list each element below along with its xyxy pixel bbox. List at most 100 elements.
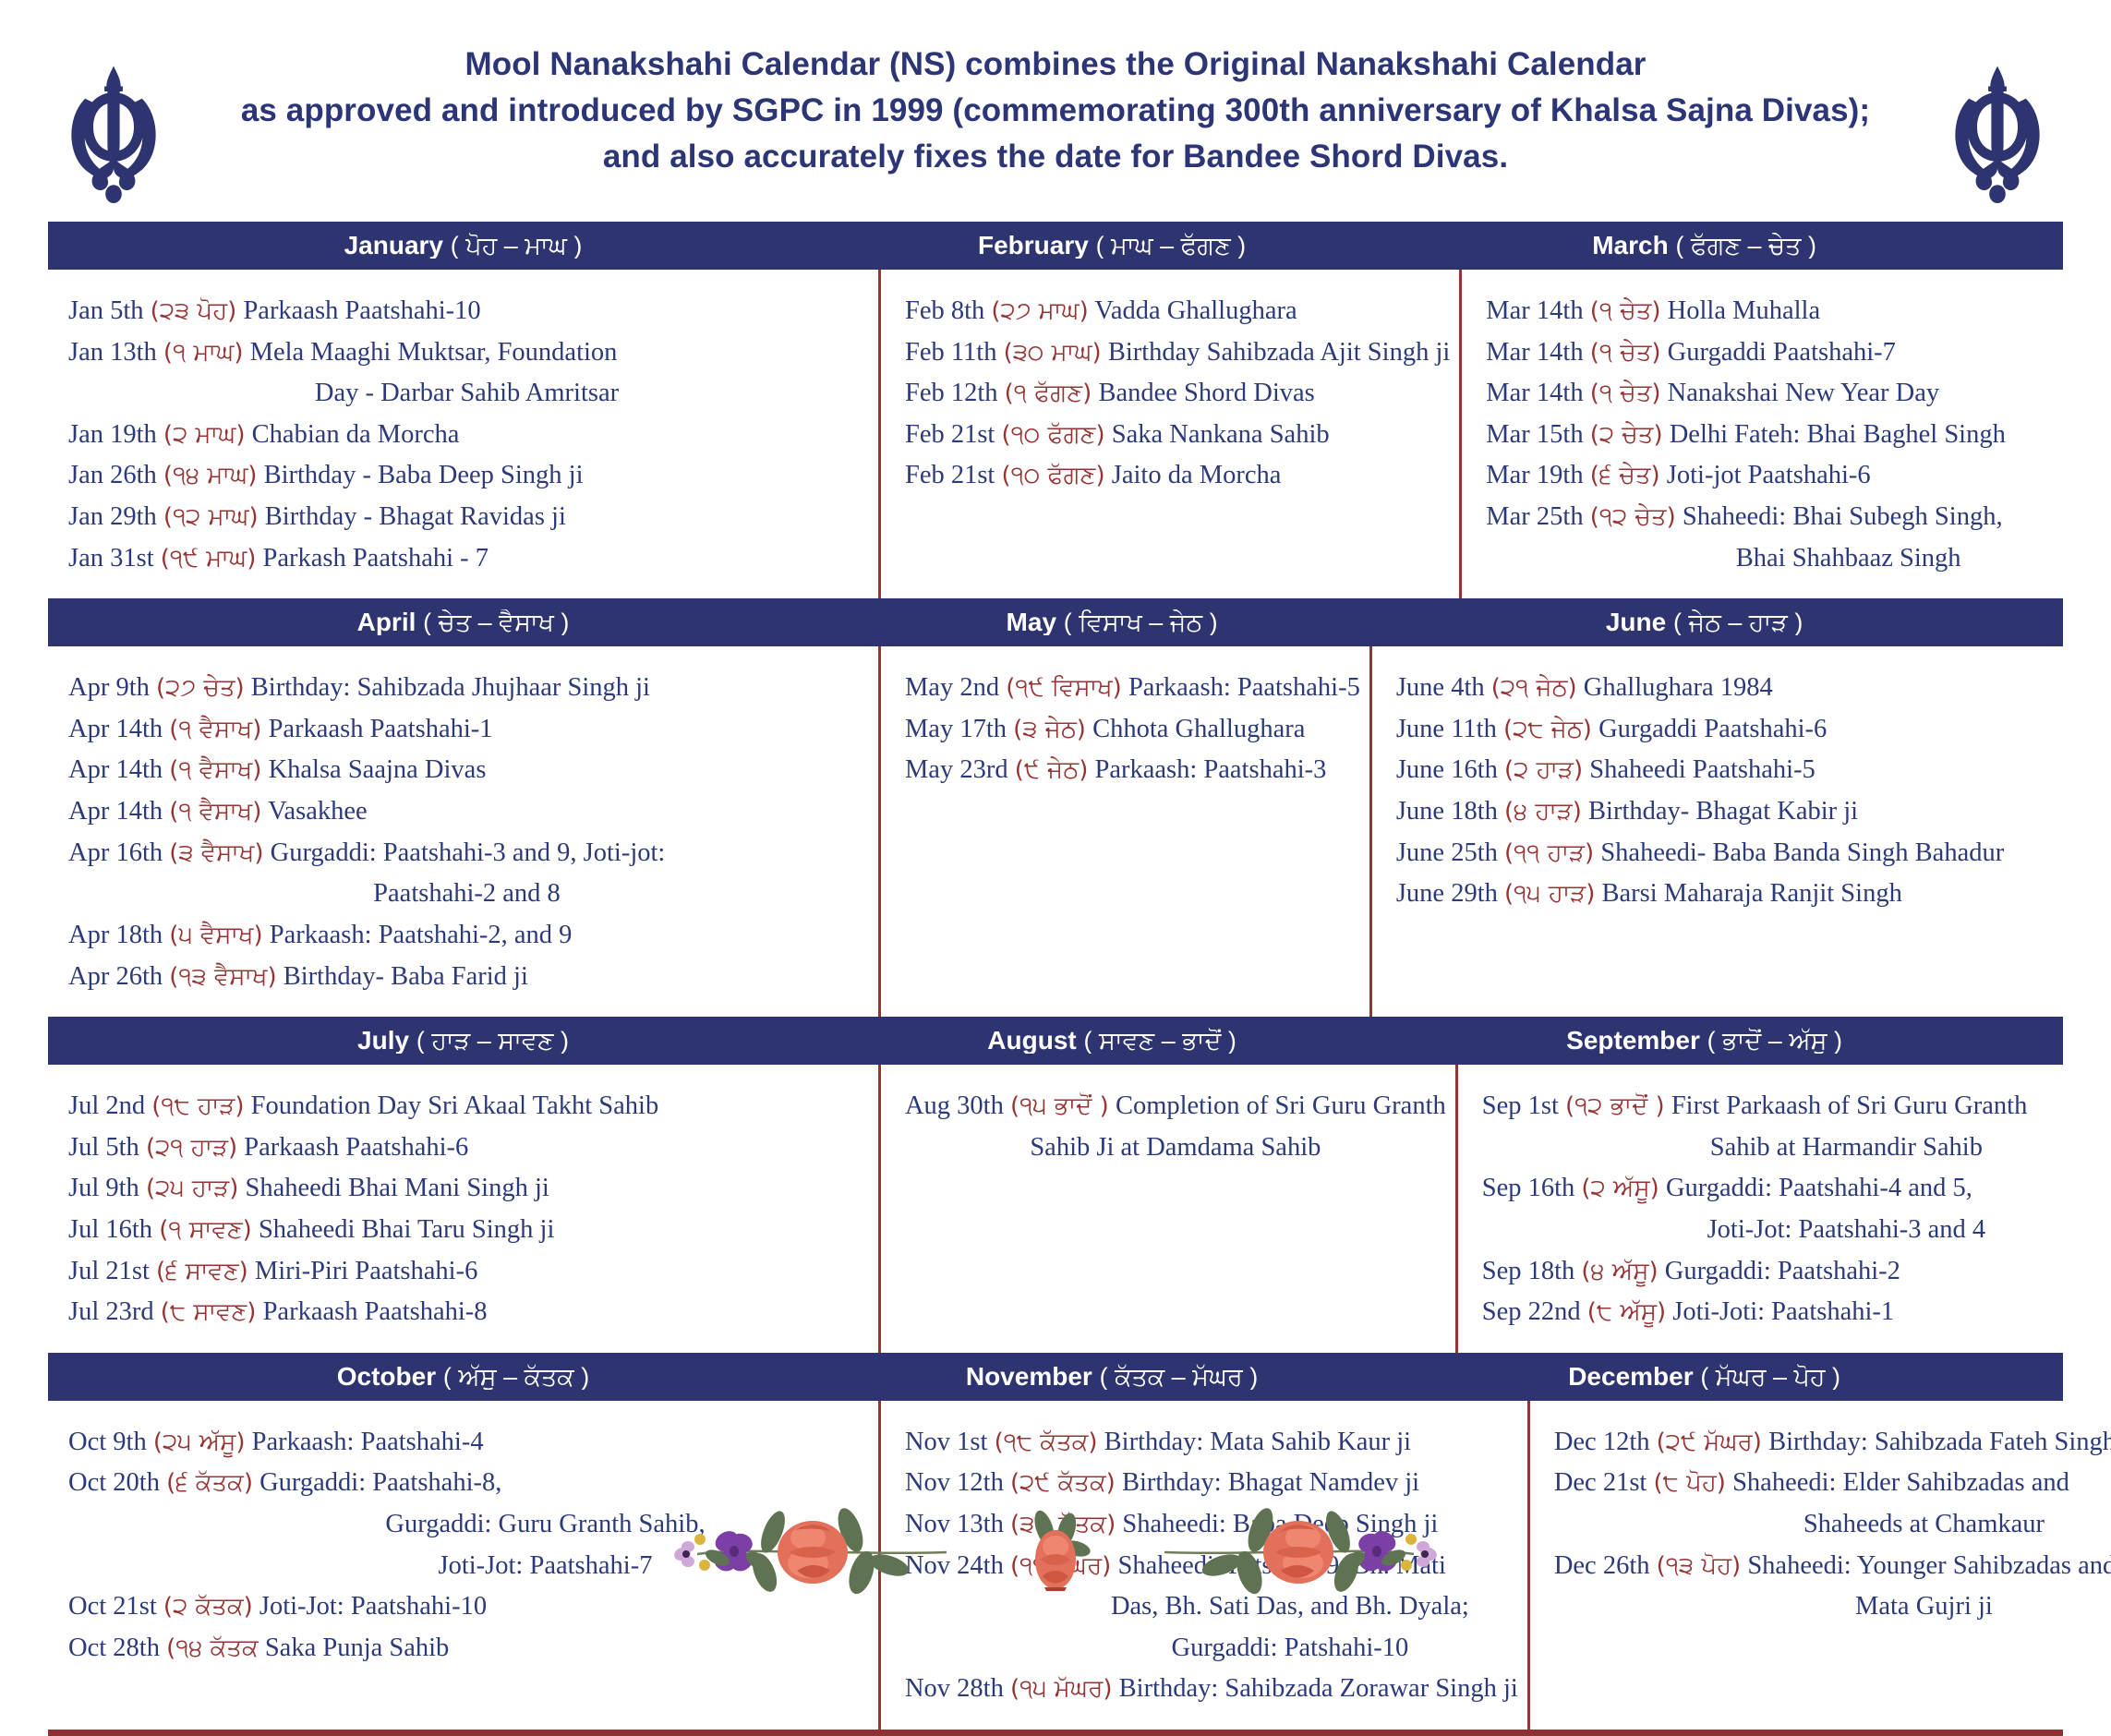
event-date: Jan 29th	[68, 502, 157, 532]
event-date: May 23rd	[904, 755, 1008, 785]
event-description: Parkaash: Paatshahi-4	[251, 1427, 484, 1456]
event-gurmukhi-date: (੨੫ ਹਾੜ)	[145, 1175, 239, 1203]
event-date: Mar 15th	[1486, 419, 1584, 449]
event-continuation: Gurgaddi: Guru Granth Sahib,	[385, 1510, 706, 1539]
event-gurmukhi-date: (੧੮ ਕੱਤਕ)	[994, 1428, 1098, 1456]
event-continuation: Shaheeds at Chamkaur	[1803, 1510, 2045, 1539]
month-name: September	[1566, 1028, 1700, 1055]
event-date: Apr 14th	[68, 714, 163, 743]
event-gurmukhi-date: (੧੨ ਮਾਘ)	[163, 503, 259, 532]
event-row: May 2nd (੧੯ ਵਿਸਾਖ) Parkaash: Paatshahi-5	[905, 670, 1360, 705]
event-gurmukhi-date: (੧ ਵੈਸਾਖ)	[169, 756, 262, 785]
event-description: Parkaash Paatshahi-6	[244, 1132, 469, 1162]
title-line-1: Mool Nanakshahi Calendar (NS) combines t…	[464, 46, 1647, 83]
event-date: Apr 14th	[68, 755, 163, 785]
event-description: Birthday- Bhagat Kabir ji	[1588, 797, 1859, 826]
event-continuation: Gurgaddi: Patshahi-10	[1171, 1633, 1409, 1662]
event-date: Mar 14th	[1486, 379, 1584, 408]
event-row: Sep 1st (੧੨ ਭਾਦੋਂ ) First Parkaash of Sr…	[1482, 1089, 2054, 1124]
month-gurmukhi: ( ਫੱਗਣ – ਚੇਤ )	[1675, 233, 1816, 259]
event-gurmukhi-date: (੨੧ ਹਾੜ)	[145, 1133, 238, 1162]
event-date: June 16th	[1395, 755, 1498, 785]
event-description: Birthday- Baba Farid ji	[283, 961, 528, 991]
month-name: April	[356, 609, 416, 636]
month-gurmukhi: ( ਅੱਸੂ – ਕੱਤਕ )	[442, 1363, 590, 1390]
event-gurmukhi-date: (੧੫ ਭਾਦੋਂ )	[1009, 1092, 1109, 1121]
event-date: Jan 31st	[68, 543, 154, 573]
event-gurmukhi-date: (੨੯ ਕੱਤਕ)	[1009, 1469, 1116, 1498]
month-header-june: June ( ਜੇਠ – ਹਾੜ )	[1345, 609, 2063, 635]
month-name: February	[977, 233, 1089, 259]
event-date: Sep 16th	[1481, 1174, 1575, 1203]
month-header-may: May ( ਵਿਸਾਖ – ਜੇਠ )	[878, 609, 1345, 635]
event-date: Oct 9th	[68, 1427, 147, 1456]
event-gurmukhi-date: (੧੧ ਹਾੜ)	[1504, 838, 1595, 867]
month-column-june: June 4th (੨੧ ਜੇਠ) Ghallughara 1984 June …	[1372, 646, 2063, 1017]
event-gurmukhi-date: (੨ ਮਾਘ)	[163, 420, 246, 449]
event-row: Aug 30th (੧੫ ਭਾਦੋਂ ) Completion of Sri G…	[905, 1089, 1446, 1124]
event-description: Birthday: Sahibzada Fateh Singh ji	[1768, 1427, 2111, 1456]
month-gurmukhi: ( ਪੋਹ – ਮਾਘ )	[450, 233, 583, 259]
khanda-icon-left	[63, 54, 164, 211]
event-continuation: Paatshahi-2 and 8	[373, 879, 561, 909]
event-row: Feb 21st (੧੦ ਫੱਗਣ) Jaito da Morcha	[905, 458, 1450, 493]
event-description: Birthday: Bhagat Namdev ji	[1121, 1468, 1420, 1498]
event-row: Mar 14th (੧ ਚੇਤ) Holla Muhalla	[1486, 294, 2054, 329]
event-description: Foundation Day Sri Akaal Takht Sahib	[250, 1091, 659, 1121]
event-row: Oct 9th (੨੫ ਅੱਸੂ) Parkaash: Paatshahi-4	[68, 1425, 865, 1460]
month-column-august: Aug 30th (੧੫ ਭਾਦੋਂ ) Completion of Sri G…	[877, 1065, 1458, 1353]
month-header-january: January ( ਪੋਹ – ਮਾਘ )	[48, 233, 878, 259]
event-description: Gurgaddi: Paatshahi-2	[1664, 1256, 1900, 1285]
khanda-icon-right	[1947, 54, 2048, 211]
event-row: Apr 16th (੩ ਵੈਸਾਖ) Gurgaddi: Paatshahi-3…	[68, 836, 865, 871]
month-row-q1: January ( ਪੋਹ – ਮਾਘ ) February ( ਮਾਘ – ਫ…	[48, 222, 2063, 599]
month-body-q1: Jan 5th (੨੩ ਪੋਹ) Parkaash Paatshahi-10 J…	[48, 270, 2063, 599]
page-title: Mool Nanakshahi Calendar (NS) combines t…	[241, 42, 1870, 179]
event-date: Nov 1st	[904, 1427, 988, 1456]
month-gurmukhi: ( ਮਾਘ – ਫੱਗਣ )	[1095, 233, 1247, 259]
event-gurmukhi-date: (੧ ਵੈਸਾਖ)	[169, 798, 262, 826]
event-gurmukhi-date: (੧੪ ਮਾਘ)	[163, 462, 258, 490]
event-description: Parkaash: Paatshahi-2, and 9	[269, 920, 573, 949]
month-header-october: October ( ਅੱਸੂ – ਕੱਤਕ )	[48, 1364, 878, 1390]
month-header-april: April ( ਚੇਤ – ਵੈਸਾਖ )	[48, 609, 878, 635]
event-row: Nov 1st (੧੮ ਕੱਤਕ) Birthday: Mata Sahib K…	[905, 1425, 1518, 1460]
event-description: Holla Muhalla	[1667, 296, 1821, 325]
event-date: Jan 26th	[68, 461, 157, 490]
event-description: Shaheedi: Bhai Subegh Singh,	[1682, 502, 2003, 532]
event-row: Feb 12th (੧ ਫੱਗਣ) Bandee Shord Divas	[905, 376, 1450, 411]
month-gurmukhi: ( ਹਾੜ – ਸਾਵਣ )	[416, 1028, 569, 1055]
event-date: Dec 12th	[1553, 1427, 1650, 1456]
month-column-february: Feb 8th (੨੭ ਮਾਘ) Vadda Ghallughara Feb 1…	[877, 270, 1463, 599]
event-date: Jul 23rd	[68, 1297, 154, 1327]
event-date: Oct 20th	[68, 1468, 160, 1498]
event-gurmukhi-date: (੧੩ ਵੈਸਾਖ)	[169, 962, 277, 991]
month-band-q2: April ( ਚੇਤ – ਵੈਸਾਖ ) May ( ਵਿਸਾਖ – ਜੇਠ …	[48, 598, 2063, 647]
event-description: Completion of Sri Guru Granth	[1115, 1091, 1446, 1121]
event-description: Shaheedi: Younger Sahibzadas and	[1747, 1550, 2111, 1580]
month-name: July	[357, 1028, 410, 1055]
event-row: Nov 12th (੨੯ ਕੱਤਕ) Birthday: Bhagat Namd…	[905, 1465, 1518, 1501]
event-row: Apr 14th (੧ ਵੈਸਾਖ) Vasakhee	[68, 794, 865, 829]
month-band-q3: July ( ਹਾੜ – ਸਾਵਣ ) August ( ਸਾਵਣ – ਭਾਦੋ…	[48, 1017, 2063, 1066]
event-date: June 18th	[1395, 797, 1498, 826]
month-column-september: Sep 1st (੧੨ ਭਾਦੋਂ ) First Parkaash of Sr…	[1458, 1065, 2063, 1353]
event-description: Birthday: Sahibzada Zorawar Singh ji	[1118, 1674, 1518, 1704]
event-description: Birthday - Bhagat Ravidas ji	[264, 502, 566, 532]
event-gurmukhi-date: (੨ ਅੱਸੂ)	[1581, 1175, 1659, 1203]
event-description: Barsi Maharaja Ranjit Singh	[1601, 879, 1902, 909]
event-date: Jan 19th	[68, 419, 157, 449]
month-row-q2: April ( ਚੇਤ – ਵੈਸਾਖ ) May ( ਵਿਸਾਖ – ਜੇਠ …	[48, 598, 2063, 1018]
page-header: Mool Nanakshahi Calendar (NS) combines t…	[0, 0, 2111, 222]
event-row: Jul 23rd (੮ ਸਾਵਣ) Parkaash Paatshahi-8	[68, 1295, 865, 1330]
event-row: Mar 25th (੧੨ ਚੇਤ) Shaheedi: Bhai Subegh …	[1486, 500, 2054, 535]
event-row: Feb 11th (੩੦ ਮਾਘ) Birthday Sahibzada Aji…	[905, 335, 1450, 370]
floral-ornament	[0, 1501, 2111, 1603]
event-date: May 2nd	[904, 673, 1000, 703]
event-description: Vadda Ghallughara	[1094, 296, 1297, 325]
event-gurmukhi-date: (੨੯ ਮੱਘਰ)	[1656, 1428, 1762, 1456]
event-gurmukhi-date: (੪ ਹਾੜ)	[1504, 798, 1582, 826]
event-date: Sep 1st	[1481, 1091, 1559, 1121]
event-gurmukhi-date: (੨੩ ਪੋਹ)	[150, 297, 237, 325]
event-date: Mar 14th	[1486, 337, 1584, 367]
